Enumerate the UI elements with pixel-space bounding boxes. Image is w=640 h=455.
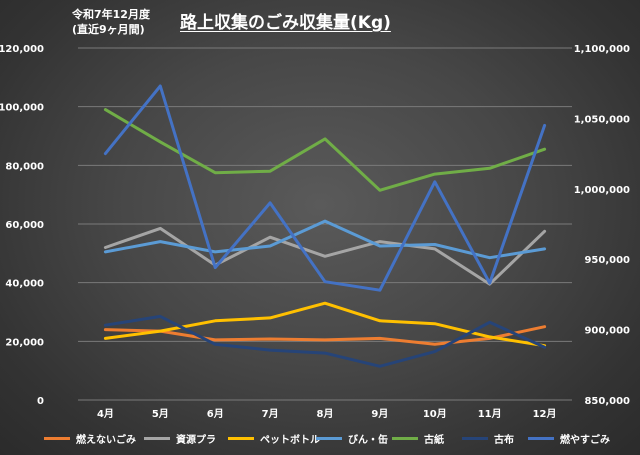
legend-swatch bbox=[316, 436, 342, 440]
series-line bbox=[103, 84, 547, 292]
x-tick-label: 9月 bbox=[371, 408, 388, 420]
legend-item: 燃やすごみ bbox=[528, 430, 610, 446]
legend-label: 古布 bbox=[494, 434, 514, 446]
x-tick-label: 6月 bbox=[207, 408, 224, 420]
y-left-tick-label: 80,000 bbox=[5, 161, 44, 172]
legend-swatch bbox=[44, 436, 70, 440]
legend-item: 古布 bbox=[462, 430, 514, 446]
legend-item: 燃えないごみ bbox=[44, 430, 136, 446]
legend-item: 古紙 bbox=[392, 430, 444, 446]
x-tick-label: 10月 bbox=[423, 408, 447, 420]
x-tick-label: 12月 bbox=[533, 408, 557, 420]
period-range: (直近9ヶ月間) bbox=[72, 23, 145, 36]
legend-swatch bbox=[462, 436, 488, 440]
y-right-tick-label: 950,000 bbox=[584, 255, 630, 266]
legend-item: ペットボトル bbox=[228, 430, 320, 446]
chart-title: 路上収集のごみ収集量(Kg) bbox=[180, 13, 391, 33]
legend: 燃えないごみ 資源プラ ペットボトル びん・缶 古紙 古布 燃やすごみ bbox=[30, 430, 630, 446]
legend-label: ペットボトル bbox=[260, 434, 320, 446]
x-tick-label: 5月 bbox=[152, 408, 169, 420]
legend-label: 古紙 bbox=[424, 434, 444, 446]
legend-swatch bbox=[528, 436, 554, 440]
series-line bbox=[103, 314, 547, 368]
y-right-tick-label: 1,050,000 bbox=[574, 114, 630, 125]
x-tick-label: 7月 bbox=[262, 408, 279, 420]
y-left-tick-label: 0 bbox=[37, 396, 44, 407]
series-line bbox=[103, 226, 547, 286]
legend-item: 資源プラ bbox=[144, 430, 216, 446]
y-left-tick-label: 100,000 bbox=[0, 103, 44, 114]
period-month: 令和7年12月度 bbox=[72, 8, 150, 21]
x-tick-label: 11月 bbox=[478, 408, 502, 420]
legend-swatch bbox=[228, 436, 254, 440]
y-right-tick-label: 850,000 bbox=[584, 396, 630, 407]
y-right-tick-label: 1,000,000 bbox=[574, 185, 630, 196]
legend-label: びん・缶 bbox=[348, 434, 388, 446]
legend-label: 燃やすごみ bbox=[560, 434, 610, 446]
y-left-tick-label: 40,000 bbox=[5, 279, 44, 290]
legend-label: 燃えないごみ bbox=[76, 434, 136, 446]
x-tick-label: 4月 bbox=[97, 408, 114, 420]
legend-swatch bbox=[392, 436, 418, 440]
series-line bbox=[103, 219, 547, 260]
x-tick-label: 8月 bbox=[317, 408, 334, 420]
y-left-tick-label: 60,000 bbox=[5, 220, 44, 231]
series-line bbox=[103, 325, 547, 346]
legend-label: 資源プラ bbox=[176, 434, 216, 446]
legend-item: びん・缶 bbox=[316, 430, 388, 446]
y-left-tick-label: 120,000 bbox=[0, 44, 44, 55]
legend-swatch bbox=[144, 436, 170, 440]
series-line bbox=[103, 108, 547, 192]
y-right-tick-label: 900,000 bbox=[584, 326, 630, 337]
period-label: 令和7年12月度 (直近9ヶ月間) bbox=[72, 7, 150, 37]
y-left-tick-label: 20,000 bbox=[5, 337, 44, 348]
y-right-tick-label: 1,100,000 bbox=[574, 44, 630, 55]
